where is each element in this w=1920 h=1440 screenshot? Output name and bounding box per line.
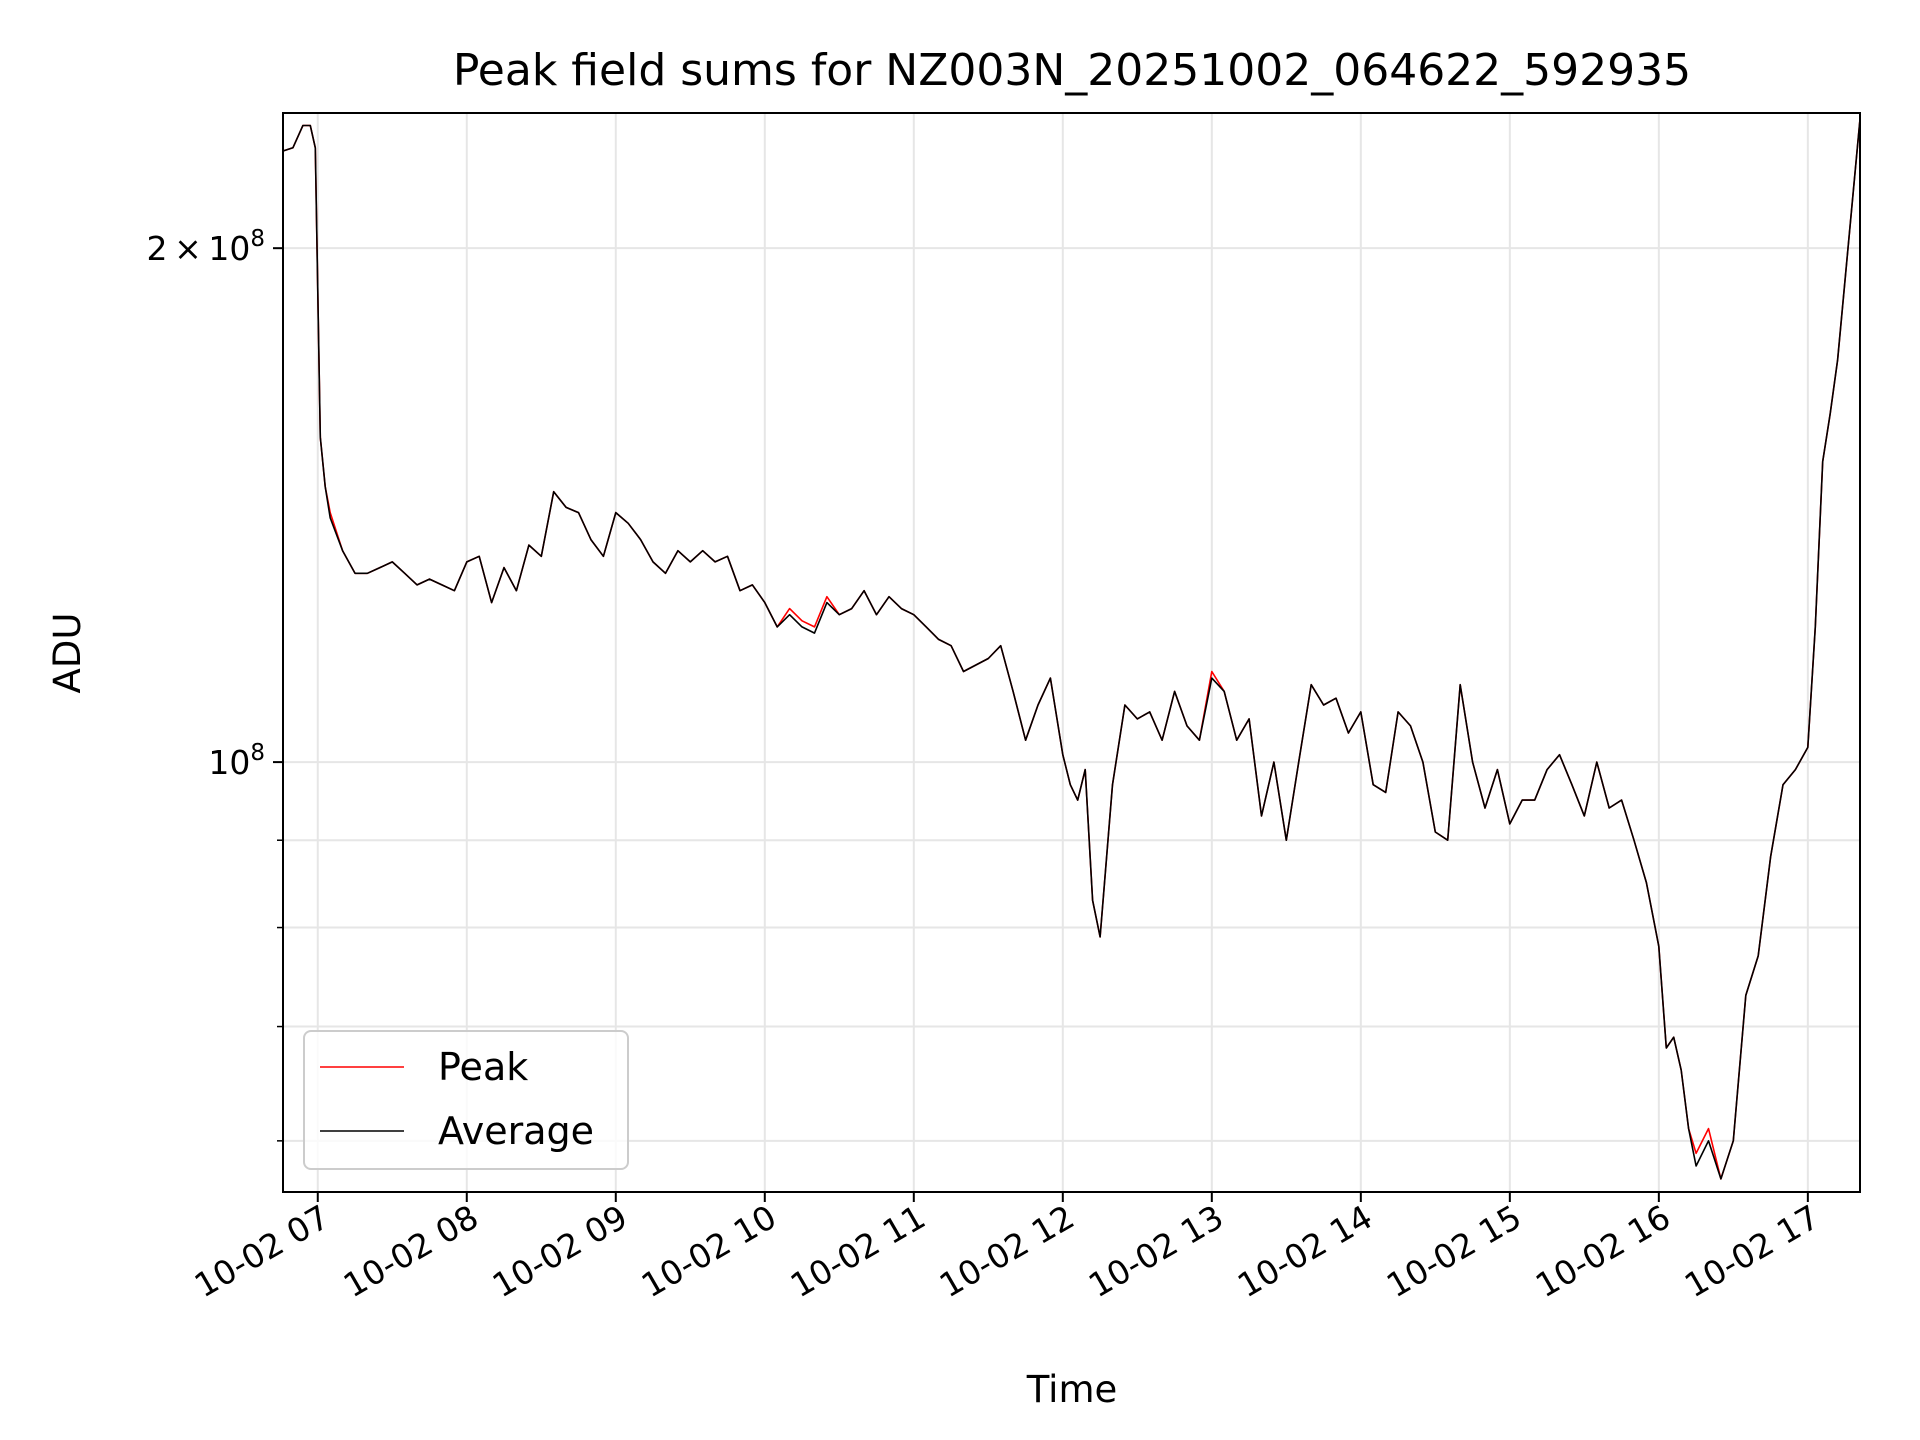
y-tick-label: 108	[208, 740, 265, 782]
legend-label-peak: Peak	[438, 1045, 528, 1089]
series-group	[282, 119, 1861, 1180]
plot-frame	[282, 112, 1861, 1193]
y-tick-label: 2 × 108	[147, 226, 265, 268]
y-axis: 108 2 × 108	[147, 226, 283, 1142]
series-line-average	[282, 119, 1861, 1180]
chart-title: Peak field sums for NZ003N_20251002_0646…	[453, 45, 1691, 96]
y-axis-label: ADU	[46, 613, 89, 694]
grid	[283, 113, 1860, 1192]
x-axis-label: Time	[1026, 1368, 1118, 1411]
legend-box	[303, 1030, 629, 1170]
legend-label-average: Average	[438, 1109, 594, 1153]
legend: Peak Average	[303, 1030, 629, 1170]
